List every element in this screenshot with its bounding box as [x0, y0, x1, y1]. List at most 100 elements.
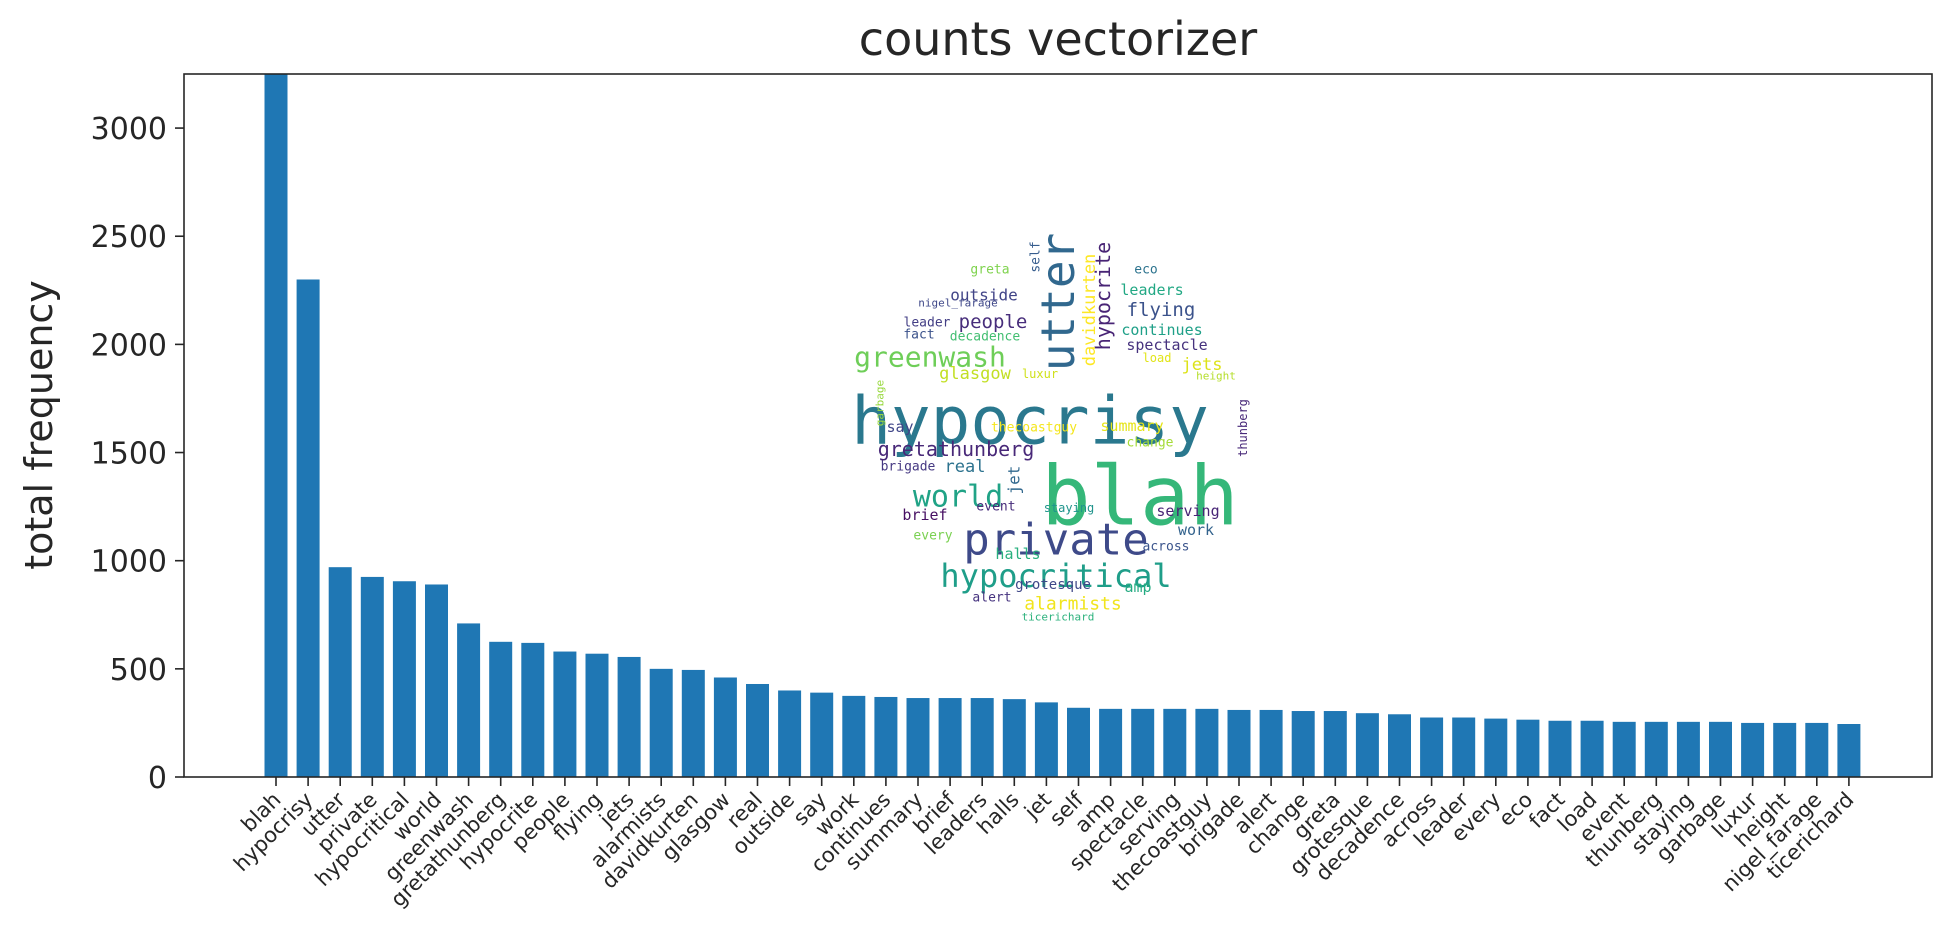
- bar-people: [553, 651, 577, 777]
- bar-eco: [1516, 719, 1540, 777]
- wordcloud-word-greta: greta: [970, 263, 1009, 278]
- bar-continues: [874, 696, 898, 777]
- wordcloud-word-say: say: [886, 418, 913, 436]
- wordcloud-word-outside: outside: [950, 286, 1017, 305]
- wordcloud-word-load: load: [1143, 351, 1172, 365]
- bar-gretathunberg: [489, 641, 513, 777]
- bar-brief: [938, 698, 962, 777]
- bar-say: [810, 692, 834, 777]
- wordcloud-word-serving: serving: [1156, 502, 1219, 520]
- bar-serving: [1163, 708, 1187, 777]
- bar-alert: [1259, 709, 1283, 777]
- plot-frame: [183, 73, 1933, 778]
- bar-fact: [1548, 720, 1572, 777]
- wordcloud-word-thunberg: thunberg: [1236, 399, 1250, 457]
- x-axis: blahhypocrisyutterprivatehypocriticalwor…: [229, 777, 1858, 912]
- bar-height: [1773, 722, 1797, 777]
- wordcloud-word-self: self: [1029, 241, 1044, 272]
- wordcloud-word-change: change: [1127, 436, 1174, 451]
- y-tick-label-6: 3000: [91, 112, 167, 147]
- bars-group: [264, 74, 1861, 777]
- wordcloud-word-nigel_farage: nigel_farage: [918, 297, 997, 310]
- bar-real: [746, 683, 769, 777]
- wordcloud-word-real: real: [945, 457, 986, 477]
- wordcloud-word-hypocrisy: hypocrisy: [851, 383, 1209, 460]
- wordcloud-word-hypocrite: hypocrite: [1091, 242, 1115, 350]
- bar-staying: [1676, 721, 1700, 777]
- wordcloud-word-flying: flying: [1127, 299, 1196, 321]
- bar-brigade: [1227, 709, 1251, 777]
- wordcloud-word-amp: amp: [1124, 578, 1151, 596]
- bar-event: [1612, 721, 1636, 777]
- bar-hypocrisy: [296, 279, 320, 777]
- wordcloud-word-event: event: [976, 500, 1015, 515]
- bar-change: [1291, 711, 1315, 777]
- bar-leaders: [970, 698, 994, 777]
- wordcloud-word-fact: fact: [903, 328, 934, 343]
- bar-utter: [328, 567, 352, 777]
- wordcloud-word-brief: brief: [902, 506, 947, 524]
- bar-self: [1067, 707, 1090, 777]
- wordcloud-word-height: height: [1196, 370, 1236, 383]
- bar-garbage: [1709, 721, 1732, 777]
- wordcloud-word-people: people: [959, 311, 1028, 333]
- bar-load: [1580, 720, 1604, 777]
- y-axis: 0 500 1000 1500 2000 2500 3000: [91, 112, 184, 796]
- bar-jets: [617, 656, 641, 777]
- y-tick-label-0: 0: [148, 761, 167, 796]
- wordcloud-word-continues: continues: [1121, 321, 1202, 339]
- wordcloud-word-decadence: decadence: [950, 330, 1021, 345]
- wordcloud-word-work: work: [1178, 521, 1214, 539]
- wordcloud-word-jets: jets: [1182, 355, 1223, 375]
- y-tick-label-2: 1000: [91, 545, 167, 580]
- wordcloud-word-alert: alert: [972, 591, 1011, 606]
- bar-spectacle: [1131, 708, 1155, 777]
- wordcloud-word-leader: leader: [904, 316, 951, 331]
- bar-decadence: [1388, 714, 1411, 777]
- wordcloud-word-leaders: leaders: [1120, 281, 1183, 299]
- bar-greenwash: [457, 623, 481, 777]
- y-tick-label-3: 1500: [91, 437, 167, 472]
- wordcloud-word-gretathunberg: gretathunberg: [878, 437, 1035, 461]
- wordcloud-word-blah: blah: [1041, 450, 1238, 545]
- wordcloud-word-brigade: brigade: [881, 460, 936, 475]
- wordcloud-word-summary: summary: [1100, 417, 1163, 435]
- bar-thunberg: [1644, 721, 1668, 777]
- wordcloud-word-davidkurten: davidkurten: [1080, 254, 1100, 367]
- wordcloud-word-utter: utter: [1031, 233, 1085, 371]
- wordcloud-word-across: across: [1143, 540, 1190, 555]
- wordcloud-word-hypocritical: hypocritical: [940, 557, 1171, 595]
- wordcloud-word-eco: eco: [1134, 263, 1157, 278]
- bar-alarmists: [649, 668, 673, 777]
- bar-flying: [585, 653, 609, 777]
- bar-every: [1484, 718, 1508, 777]
- bar-private: [360, 576, 384, 777]
- bar-summary: [906, 698, 930, 777]
- bar-glasgow: [713, 677, 737, 777]
- wordcloud-word-world: world: [913, 480, 1003, 515]
- wordcloud-word-luxur: luxur: [1022, 367, 1058, 381]
- wordcloud-word-grotesque: grotesque: [1015, 577, 1091, 593]
- bar-jet: [1034, 702, 1058, 777]
- wordcloud-word-every: every: [913, 529, 952, 544]
- wordcloud-word-greenwash: greenwash: [854, 341, 1006, 374]
- y-tick-label-4: 2000: [91, 328, 167, 363]
- bar-leader: [1452, 717, 1476, 777]
- wordcloud-word-spectacle: spectacle: [1126, 336, 1207, 354]
- bar-hypocrite: [521, 642, 545, 777]
- bar-grotesque: [1355, 713, 1379, 777]
- wordcloud-word-private: private: [963, 515, 1148, 566]
- wordcloud-word-ticerichard: ticerichard: [1022, 611, 1095, 624]
- bar-hypocritical: [392, 581, 416, 777]
- bar-luxur: [1741, 722, 1765, 777]
- wordcloud-word-staying: staying: [1044, 501, 1095, 515]
- chart-title: counts vectorizer: [859, 12, 1258, 66]
- bar-halls: [1002, 699, 1026, 777]
- wordcloud-word-jet: jet: [1005, 466, 1024, 495]
- bar-davidkurten: [681, 669, 705, 777]
- y-tick-label-5: 2500: [91, 220, 167, 255]
- bar-outside: [778, 690, 802, 777]
- wordcloud-word-thecoastguy: thecoastguy: [991, 421, 1077, 436]
- bar-amp: [1099, 708, 1123, 777]
